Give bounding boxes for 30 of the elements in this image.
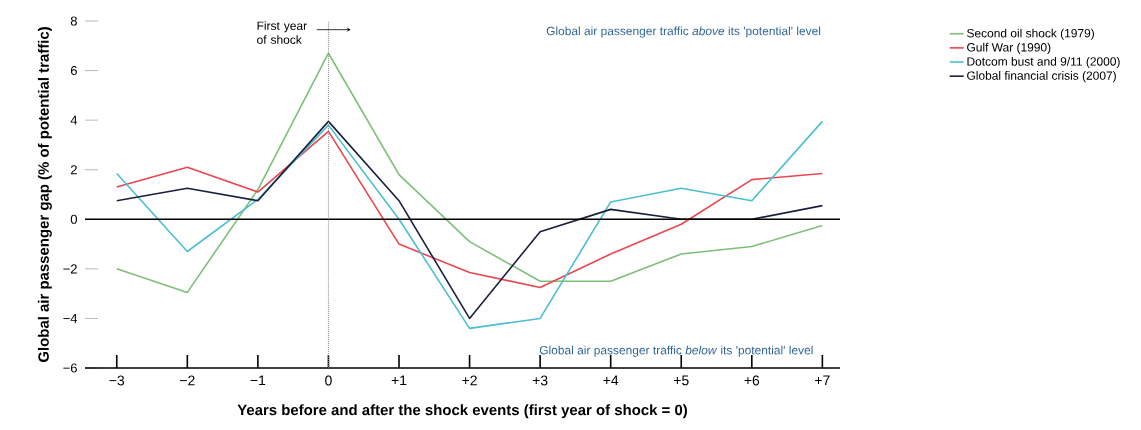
- x-tick-label: 0: [325, 375, 332, 386]
- y-tick-label: 8: [70, 16, 77, 26]
- x-tick-label: −1: [250, 375, 266, 386]
- legend-label: Gulf War (1990): [967, 42, 1051, 54]
- annotation: Global air passenger traffic above its 'potential' level: [546, 26, 821, 38]
- y-tick-label: −6: [63, 363, 77, 373]
- x-tick-label: +7: [815, 375, 830, 386]
- y-tick-label: 0: [70, 214, 77, 224]
- x-tick-label: +3: [532, 375, 548, 386]
- annotation: Global air passenger traffic below its 'potential' level: [539, 345, 813, 357]
- y-tick-label: 4: [70, 115, 78, 125]
- y-axis-title: Global air passenger gap (% of potential traffic): [37, 27, 52, 363]
- y-tick-label: 6: [70, 65, 77, 76]
- x-tick-label: +2: [462, 375, 477, 386]
- line-series: [115, 130, 824, 289]
- x-tick-label: +4: [603, 375, 619, 386]
- x-axis-title: Years before and after the shock events (first year of shock = 0): [237, 404, 687, 419]
- x-tick-label: −3: [109, 375, 125, 386]
- x-tick-label: −2: [180, 375, 195, 386]
- y-tick-label: −4: [63, 313, 78, 323]
- x-tick-label: +6: [744, 375, 760, 386]
- x-tick-label: +1: [391, 375, 407, 386]
- x-tick-label: +5: [673, 375, 689, 386]
- y-tick-label: −2: [63, 264, 77, 274]
- legend-label: Second oil shock (1979): [967, 28, 1094, 40]
- legend-label: Dotcom bust and 9/11 (2000): [967, 56, 1120, 69]
- legend-label: Global financial crisis (2007): [967, 71, 1116, 83]
- y-tick-label: 2: [70, 165, 77, 175]
- line-series: [115, 52, 824, 294]
- annotation: First year of shock: [257, 21, 307, 44]
